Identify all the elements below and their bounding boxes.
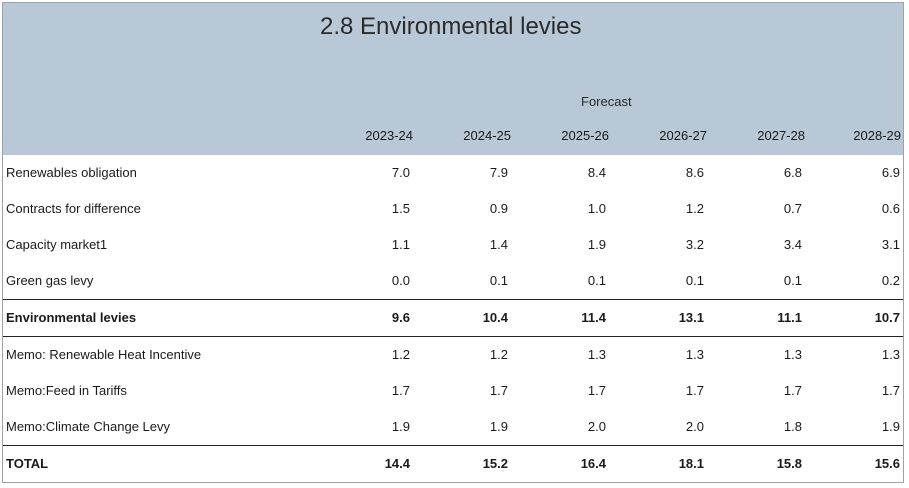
table-row-renewables-obligation: Renewables obligation 7.0 7.9 8.4 8.6 6.… — [3, 155, 903, 191]
cell-value: 1.3 — [783, 347, 802, 362]
row-divider — [3, 299, 903, 300]
cell-value: 1.7 — [685, 383, 704, 398]
cell-value: 1.9 — [587, 237, 606, 252]
cell-value: 0.6 — [881, 201, 900, 216]
cell-value: 1.7 — [391, 383, 410, 398]
cell-value: 8.4 — [587, 165, 606, 180]
cell-value: 1.3 — [881, 347, 900, 362]
year-header-2027-28: 2027-28 — [757, 128, 805, 143]
cell-value: 8.6 — [685, 165, 704, 180]
row-label: Environmental levies — [6, 310, 137, 325]
table-row-memo-renewable-heat-incentive: Memo: Renewable Heat Incentive 1.2 1.2 1… — [3, 337, 903, 373]
cell-value: 3.2 — [685, 237, 704, 252]
cell-value: 7.0 — [391, 165, 410, 180]
row-divider — [3, 336, 903, 337]
cell-value: 6.8 — [783, 165, 802, 180]
cell-value: 0.9 — [489, 201, 508, 216]
cell-value: 1.7 — [783, 383, 802, 398]
year-header-2025-26: 2025-26 — [561, 128, 609, 143]
cell-value: 1.4 — [489, 237, 508, 252]
cell-value: 1.7 — [587, 383, 606, 398]
table-row-memo-feed-in-tariffs: Memo:Feed in Tariffs 1.7 1.7 1.7 1.7 1.7… — [3, 373, 903, 409]
row-divider — [3, 445, 903, 446]
table-row-contracts-for-difference: Contracts for difference 1.5 0.9 1.0 1.2… — [3, 191, 903, 227]
cell-value: 1.2 — [391, 347, 410, 362]
cell-value: 11.1 — [777, 310, 802, 325]
cell-value: 15.6 — [874, 456, 900, 471]
cell-value: 15.2 — [482, 456, 508, 471]
cell-value: 16.4 — [580, 456, 606, 471]
cell-value: 3.4 — [783, 237, 802, 252]
table-row-environmental-levies: Environmental levies 9.6 10.4 11.4 13.1 … — [3, 300, 903, 336]
row-label: Renewables obligation — [6, 165, 137, 180]
cell-value: 10.4 — [482, 310, 508, 325]
cell-value: 1.1 — [391, 237, 410, 252]
year-header-2028-29: 2028-29 — [853, 128, 901, 143]
cell-value: 1.3 — [587, 347, 606, 362]
table-title: 2.8 Environmental levies — [320, 13, 582, 40]
cell-value: 2.0 — [587, 419, 606, 434]
cell-value: 13.1 — [678, 310, 704, 325]
cell-value: 0.1 — [685, 273, 704, 288]
table-row-capacity-market: Capacity market1 1.1 1.4 1.9 3.2 3.4 3.1 — [3, 227, 903, 263]
table-row-total: TOTAL 14.4 15.2 16.4 18.1 15.8 15.6 — [3, 446, 903, 482]
cell-value: 1.2 — [489, 347, 508, 362]
table-row-green-gas-levy: Green gas levy 0.0 0.1 0.1 0.1 0.1 0.2 — [3, 263, 903, 299]
row-label: Memo: Renewable Heat Incentive — [6, 347, 202, 362]
cell-value: 0.7 — [783, 201, 802, 216]
row-label: Capacity market1 — [6, 237, 108, 252]
cell-value: 1.8 — [783, 419, 802, 434]
year-header-2023-24: 2023-24 — [365, 128, 413, 143]
cell-value: 1.9 — [489, 419, 508, 434]
cell-value: 9.6 — [391, 310, 410, 325]
cell-value: 10.7 — [874, 310, 900, 325]
cell-value: 15.8 — [776, 456, 802, 471]
cell-value: 1.7 — [881, 383, 900, 398]
forecast-label: Forecast — [581, 94, 632, 109]
cell-value: 11.4 — [581, 310, 606, 325]
cell-value: 6.9 — [881, 165, 900, 180]
row-label: Green gas levy — [6, 273, 94, 288]
cell-value: 3.1 — [881, 237, 900, 252]
cell-value: 0.0 — [391, 273, 410, 288]
row-label: Memo:Feed in Tariffs — [6, 383, 127, 398]
year-header-2024-25: 2024-25 — [463, 128, 511, 143]
cell-value: 14.4 — [384, 456, 410, 471]
row-label: TOTAL — [6, 456, 49, 471]
cell-value: 1.5 — [391, 201, 410, 216]
cell-value: 18.1 — [678, 456, 704, 471]
cell-value: 1.9 — [881, 419, 900, 434]
cell-value: 1.0 — [587, 201, 606, 216]
row-label: Memo:Climate Change Levy — [6, 419, 171, 434]
table-header: 2.8 Environmental levies Forecast 2023-2… — [3, 3, 903, 155]
year-header-2026-27: 2026-27 — [659, 128, 707, 143]
cell-value: 0.1 — [783, 273, 802, 288]
cell-value: 1.3 — [685, 347, 704, 362]
cell-value: 1.9 — [391, 419, 410, 434]
table-row-memo-climate-change-levy: Memo:Climate Change Levy 1.9 1.9 2.0 2.0… — [3, 409, 903, 445]
row-label: Contracts for difference — [6, 201, 141, 216]
cell-value: 7.9 — [489, 165, 508, 180]
table-frame: 2.8 Environmental levies Forecast 2023-2… — [2, 2, 904, 483]
cell-value: 1.2 — [685, 201, 704, 216]
cell-value: 1.7 — [489, 383, 508, 398]
cell-value: 2.0 — [685, 419, 704, 434]
cell-value: 0.2 — [881, 273, 900, 288]
cell-value: 0.1 — [489, 273, 508, 288]
cell-value: 0.1 — [587, 273, 606, 288]
